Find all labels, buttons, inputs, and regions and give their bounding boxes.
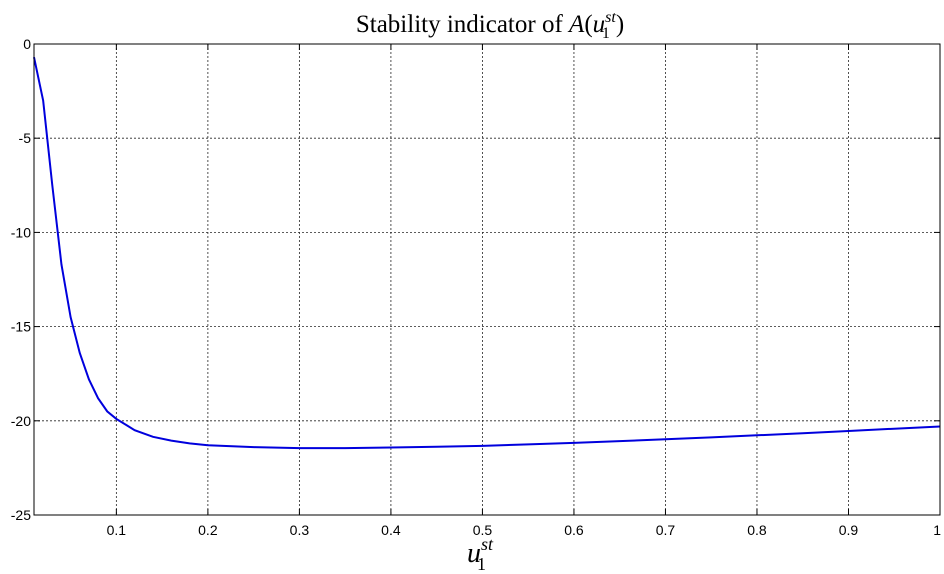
title-close-paren: ) xyxy=(616,11,624,38)
y-tick-label: -25 xyxy=(11,507,31,523)
y-tick-labels: 0 -5 -10 -15 -20 -25 xyxy=(11,36,31,523)
x-label-subscript: 1 xyxy=(477,554,486,574)
title-subscript: 1 xyxy=(602,25,610,42)
tick-marks xyxy=(34,43,941,516)
title-function-symbol: A xyxy=(567,11,585,38)
title-open-paren: ( xyxy=(584,11,592,38)
x-label-superscript: st xyxy=(481,534,494,554)
y-tick-label: -5 xyxy=(19,130,32,146)
title-superscript: st xyxy=(605,9,616,26)
x-tick-label: 1 xyxy=(933,522,941,538)
y-tick-label: -20 xyxy=(11,413,31,429)
x-axis-label: ust 1 xyxy=(467,534,494,574)
y-tick-label: -15 xyxy=(11,319,31,335)
title-text: Stability indicator of xyxy=(356,11,569,38)
x-tick-label: 0.2 xyxy=(198,522,218,538)
y-tick-label: 0 xyxy=(23,36,31,52)
x-tick-labels: 0.1 0.2 0.3 0.4 0.5 0.6 0.7 0.8 0.9 1 xyxy=(107,522,942,538)
x-tick-label: 0.6 xyxy=(564,522,584,538)
x-tick-label: 0.3 xyxy=(290,522,310,538)
grid-lines xyxy=(34,44,940,515)
x-tick-label: 0.1 xyxy=(107,522,127,538)
x-tick-label: 0.5 xyxy=(473,522,493,538)
y-tick-label: -10 xyxy=(11,224,31,240)
x-tick-label: 0.9 xyxy=(839,522,859,538)
series-line xyxy=(33,56,941,450)
chart-title: Stability indicator of A(ust 1) xyxy=(356,9,624,42)
x-label-variable: u xyxy=(467,538,481,569)
x-tick-label: 0.7 xyxy=(656,522,676,538)
x-tick-label: 0.4 xyxy=(381,522,401,538)
x-tick-label: 0.8 xyxy=(747,522,767,538)
title-variable: u xyxy=(593,11,606,38)
axes-box xyxy=(33,43,941,516)
